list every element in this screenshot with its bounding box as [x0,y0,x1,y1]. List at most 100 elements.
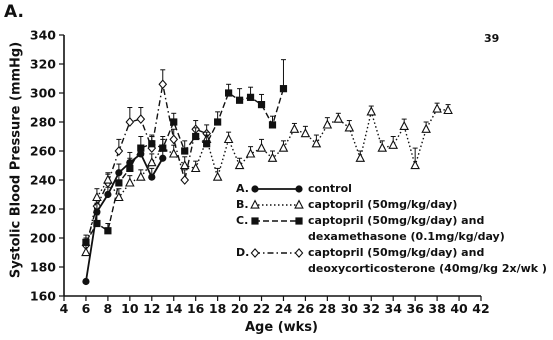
data-point [168,148,179,158]
data-point [148,173,156,181]
legend-label: captopril (50mg/kg/day) and [308,246,485,259]
data-point [125,117,135,127]
data-point [256,142,267,152]
data-point [257,101,266,109]
data-point [214,118,222,126]
data-point [159,154,167,162]
data-point [225,89,233,97]
x-tick-label: 26 [297,301,315,316]
legend-key-captopril-deoxycorticosterone [250,248,304,258]
data-point [355,152,366,162]
data-point [148,140,156,148]
series-line [85,84,207,246]
data-point [388,139,399,149]
data-point [115,179,123,187]
data-point [126,159,134,167]
x-tick-label: 4 [60,301,69,316]
y-tick-label: 160 [30,289,56,304]
x-tick-label: 42 [472,301,489,316]
data-point [146,157,157,167]
data-point [137,150,145,158]
data-point [190,162,201,173]
legend-letter: C. [236,214,249,227]
chart-legend: A. control B. captopril (50mg/kg/day) C.… [236,181,547,277]
data-point [366,106,377,116]
data-point [169,134,179,145]
y-tick-label: 340 [30,28,56,43]
data-point [289,123,300,133]
data-point [179,159,190,170]
legend-letter: B. [236,198,249,211]
legend-key-control [251,185,303,193]
data-point [267,152,278,162]
legend-item-captopril: B. captopril (50mg/kg/day) [236,197,547,213]
x-tick-label: 14 [165,301,183,316]
data-point [104,227,112,235]
x-tick-label: 38 [428,301,445,316]
x-tick-label: 16 [187,301,205,316]
x-tick-label: 8 [104,301,113,316]
x-axis-title: Age (wks) [245,320,318,335]
data-point [268,121,277,129]
data-point [126,164,134,172]
data-point [322,119,333,129]
x-tick-label: 34 [385,301,403,316]
legend-item-control: A. control [236,181,547,197]
y-tick-label: 260 [30,144,56,159]
legend-item-captopril-dexamethasone: C. captopril (50mg/kg/day) and [236,213,547,229]
y-tick-label: 180 [30,260,56,275]
legend-label: captopril (50mg/kg/day) [308,198,458,211]
legend-marker [295,185,303,193]
legend-marker [251,217,259,225]
data-point [311,138,322,148]
data-point [192,132,200,141]
legend-label: control [308,182,352,195]
data-point [82,238,90,246]
data-point [180,175,190,185]
x-tick-label: 36 [406,301,424,316]
data-point [410,159,420,170]
page-number: 39 [484,32,500,45]
data-point [114,146,124,156]
data-point [212,171,223,181]
data-point [115,169,123,177]
legend-marker [294,248,304,258]
legend-label-continued: dexamethasone (0.1mg/kg/day) [308,230,505,243]
data-point [421,123,431,133]
data-point [300,128,311,138]
legend-letter: A. [236,182,249,195]
x-tick-label: 28 [319,301,336,316]
legend-key-captopril-dexamethasone [251,217,303,225]
series-line [85,152,164,282]
data-point [203,140,211,148]
series-2 [82,59,288,246]
x-tick-label: 12 [143,301,160,316]
x-tick-label: 22 [253,301,270,316]
x-tick-label: 30 [341,301,359,316]
y-tick-label: 220 [30,202,56,217]
data-point [223,133,234,144]
chart-axes: 4 6 8 10 12 14 16 18 20 22 24 26 28 30 32 34 36 38 40 42 160… [30,28,490,317]
legend-key-captopril [250,199,304,209]
data-point [279,85,288,93]
data-point [82,277,90,286]
data-point [245,148,256,158]
x-tick-label: 10 [121,301,139,316]
legend-marker [294,199,304,209]
x-tick-label: 24 [275,301,293,316]
y-tick-label: 280 [30,115,56,130]
data-point [136,114,146,125]
x-tick-label: 20 [231,301,249,316]
legend-label-continued: deoxycorticosterone (40mg/kg 2x/wk ) [308,262,547,275]
data-point [235,96,244,104]
data-point [81,246,91,257]
series-3 [81,69,211,251]
data-point [103,174,113,184]
data-point [432,103,442,113]
data-point [104,190,112,199]
x-tick-label: 32 [363,301,380,316]
data-point [399,120,409,130]
data-point [114,191,124,202]
data-point [125,177,135,187]
data-point [181,147,189,155]
